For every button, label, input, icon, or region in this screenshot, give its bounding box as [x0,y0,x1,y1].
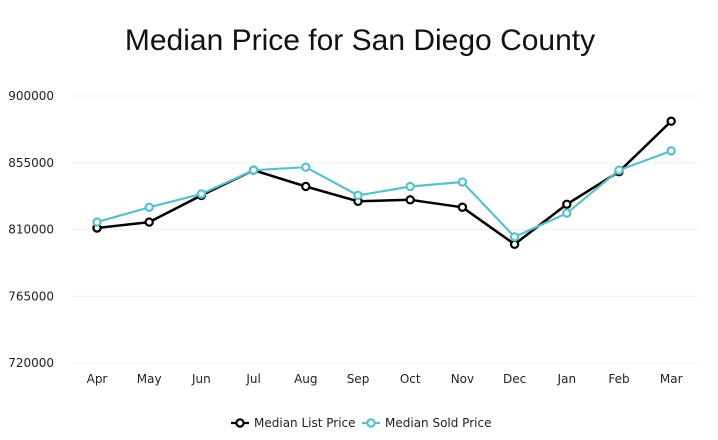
data-point [614,165,624,175]
x-tick-label: May [137,372,162,386]
series-median-list-price [92,116,676,250]
legend-circle-marker [366,418,376,428]
series-lines [92,116,676,250]
y-axis-ticks: 720000 765000 810000 855000 900000 [8,89,54,370]
grid [72,95,698,364]
legend: Median List Price Median Sold Price [231,416,491,430]
series-median-sold-price [92,146,676,242]
x-tick-label: Aug [294,372,317,386]
x-tick-label: Sep [347,372,370,386]
y-tick-label: 855000 [8,156,54,170]
data-point [301,162,311,172]
x-tick-label: Jul [245,372,260,386]
data-point [666,116,676,126]
data-point [562,208,572,218]
legend-label: Median List Price [254,416,356,430]
x-tick-label: Apr [87,372,108,386]
legend-item[interactable]: Median Sold Price [362,416,491,430]
data-point [405,181,415,192]
x-tick-label: Jun [191,372,211,386]
data-point [509,239,520,250]
series-line [96,120,673,246]
data-point [353,190,363,201]
data-point [144,202,154,212]
x-tick-label: Mar [660,372,683,386]
x-tick-label: Feb [608,372,629,386]
y-tick-label: 720000 [8,356,54,370]
y-tick-label: 900000 [8,89,54,103]
data-point [301,181,311,192]
data-point [562,199,572,209]
legend-label: Median Sold Price [385,416,491,430]
x-tick-label: Nov [451,372,474,386]
legend-circle-marker [235,418,245,428]
x-tick-label: Jan [557,372,577,386]
data-point [196,189,207,199]
chart-title: Median Price for San Diego County [125,24,595,57]
x-tick-label: Dec [503,372,526,386]
data-point [457,177,468,187]
x-axis-ticks: Apr May Jun Jul Aug Sep Oct Nov Dec Jan Feb Mar [87,372,683,386]
legend-item[interactable]: Median List Price [231,416,356,430]
data-point [457,202,468,212]
data-point [144,217,154,227]
y-tick-label: 810000 [8,223,54,237]
y-tick-label: 765000 [8,289,54,303]
data-point [92,217,102,227]
series-line [96,149,672,238]
data-point [405,195,415,205]
data-point [666,146,676,156]
x-tick-label: Oct [400,372,421,386]
data-point [248,165,259,175]
data-point [509,232,520,242]
